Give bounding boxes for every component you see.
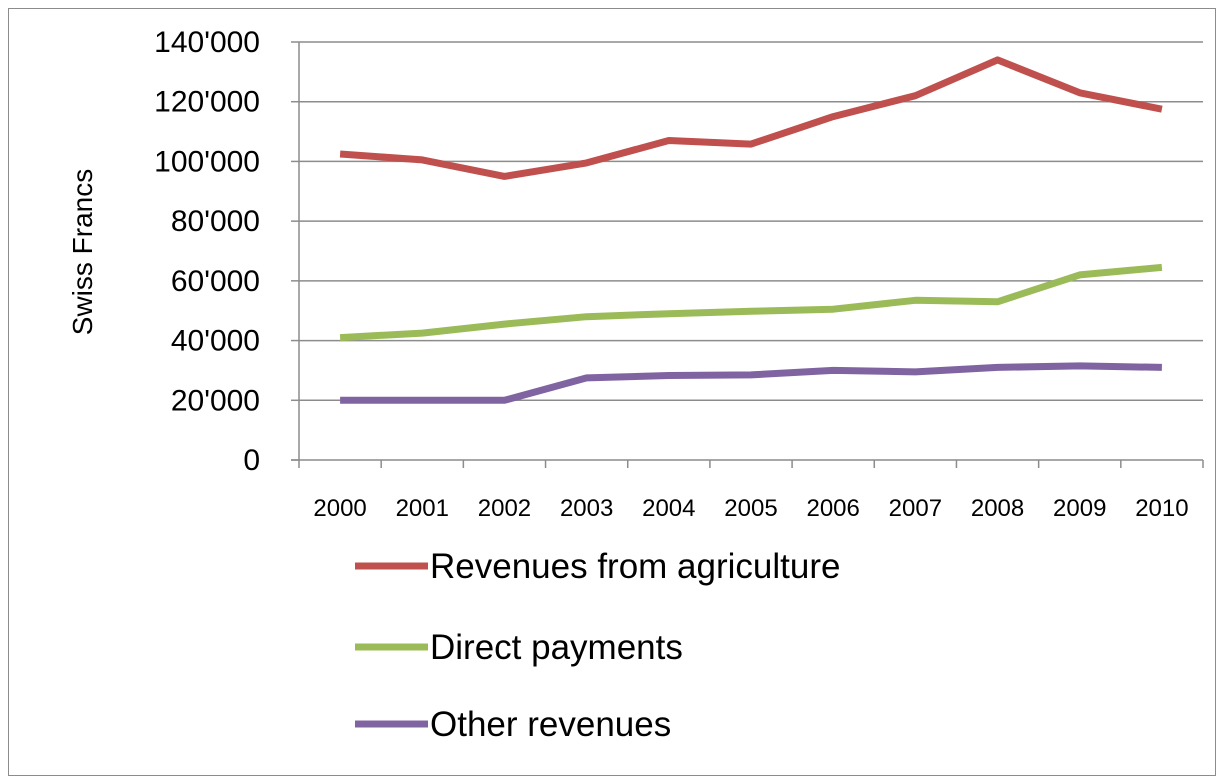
y-tick-label: 60'000	[171, 265, 260, 298]
legend-label: Other revenues	[430, 705, 671, 744]
series-lines	[339, 56, 1163, 404]
x-tick-label: 2006	[806, 495, 859, 522]
gridlines	[299, 41, 1203, 402]
x-tick-label: 2007	[889, 495, 942, 522]
x-tick-label: 2010	[1135, 495, 1188, 522]
x-tick-label: 2009	[1053, 495, 1106, 522]
x-tick-label: 2004	[642, 495, 695, 522]
x-tick-label: 2005	[724, 495, 777, 522]
x-tick-label: 2008	[971, 495, 1024, 522]
y-tick-label: 120'000	[154, 86, 260, 119]
y-tick-label: 80'000	[171, 205, 260, 238]
y-tick-label: 0	[243, 444, 260, 477]
series-line-2	[340, 362, 1162, 404]
legend-label: Direct payments	[430, 628, 683, 667]
y-tick-labels: 0 20'000 40'000 60'000 80'000 100'000 120'000 1…	[154, 26, 260, 477]
x-tick-labels: 2000 2001 2002 2003 2004 2005 2006 2007 2008 2009…	[313, 495, 1188, 522]
series-line-1	[339, 263, 1163, 342]
y-tick-label: 140'000	[154, 26, 260, 59]
x-tick-label: 2003	[560, 495, 613, 522]
y-tick-label: 40'000	[171, 325, 260, 358]
x-tick-label: 2001	[396, 495, 449, 522]
x-tick-label: 2000	[313, 495, 366, 522]
series-line-0	[339, 56, 1163, 180]
x-tick-label: 2002	[478, 495, 531, 522]
legend: Revenues from agriculture Direct payments…	[355, 547, 840, 744]
y-axis-title: Swiss Francs	[67, 169, 98, 335]
legend-label: Revenues from agriculture	[430, 547, 840, 586]
chart-frame	[8, 8, 1216, 776]
y-tick-label: 20'000	[171, 384, 260, 417]
axes	[291, 41, 1204, 468]
y-tick-label: 100'000	[154, 145, 260, 178]
